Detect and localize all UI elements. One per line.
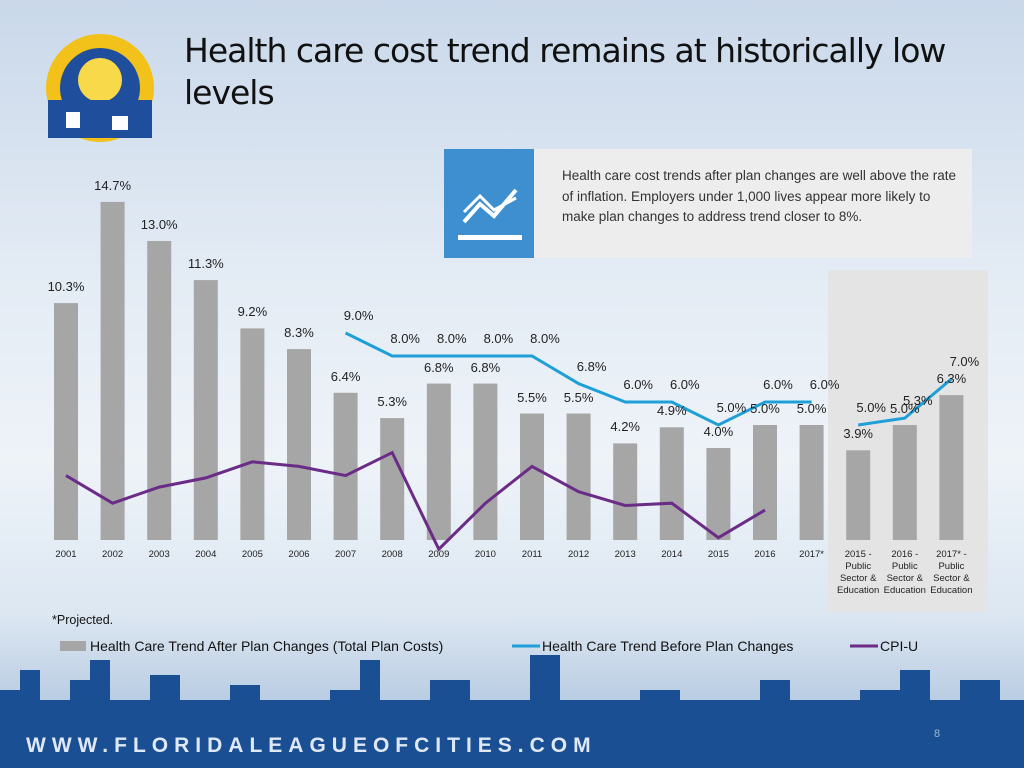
- x-tick-label: 2015: [707, 549, 729, 560]
- line-value-label: 5.0%: [716, 400, 747, 415]
- line-value-label: 7.0%: [949, 354, 980, 369]
- x-tick-label: 2005: [241, 549, 263, 560]
- line-value-label: 5.0%: [856, 400, 886, 415]
- page-number: 8: [934, 728, 941, 740]
- bar-value-label: 4.2%: [610, 419, 640, 435]
- bar-value-label: 10.3%: [47, 279, 85, 295]
- bar: [566, 413, 591, 540]
- bar: [659, 427, 684, 540]
- bar-value-label: 13.0%: [140, 217, 178, 232]
- line-value-label: 8.0%: [390, 331, 420, 346]
- title: Health care cost trend remains at histor…: [184, 31, 946, 112]
- bar-value-label: 6.8%: [470, 359, 501, 375]
- bar-value-label: 11.3%: [187, 256, 224, 272]
- x-tick-label: 2015 - Public Sector & Education: [837, 549, 880, 596]
- x-tick-label: 2012: [568, 549, 590, 560]
- bar-value-label: 8.3%: [284, 325, 314, 341]
- bar-value-label: 6.4%: [330, 368, 361, 384]
- bar: [753, 425, 777, 540]
- bar: [287, 349, 311, 540]
- bar: [473, 383, 498, 540]
- x-tick-label: 2014: [661, 549, 683, 560]
- bar-value-label: 5.0%: [889, 401, 920, 416]
- icon: [462, 193, 517, 214]
- x-tick-label: 2009: [428, 549, 450, 560]
- footnote: *Projected.: [52, 613, 114, 627]
- bar: [240, 328, 265, 540]
- bar: [333, 392, 358, 540]
- logo: [46, 34, 154, 142]
- x-tick-label: 2002: [102, 549, 124, 560]
- skyline: [0, 655, 1024, 768]
- line-value-label: 6.0%: [763, 377, 793, 392]
- x-tick-label: 2003: [148, 549, 170, 560]
- bar: [426, 383, 451, 540]
- x-tick-label: 2010: [474, 549, 496, 560]
- x-tick-label: 2016 - Public Sector & Education: [883, 549, 926, 596]
- bar-value-label: 5.0%: [796, 401, 827, 416]
- x-tick-label: 2016: [754, 549, 776, 560]
- line: [857, 377, 953, 427]
- legend-label: Health Care Trend After Plan Changes (To…: [90, 638, 444, 654]
- x-tick-label: 2011: [521, 549, 543, 560]
- x-tick-label: 2013: [614, 549, 636, 560]
- bar: [380, 418, 405, 540]
- bar-value-label: 5.5%: [517, 389, 547, 405]
- x-tick-label: 2017* - Public Sector & Education: [930, 549, 973, 596]
- line-value-label: 6.0%: [809, 377, 840, 392]
- x-tick-label: 2007: [335, 549, 357, 560]
- line-value-label: 6.8%: [576, 358, 607, 374]
- bar: [147, 241, 172, 540]
- line-value-label: 5.3%: [902, 393, 933, 409]
- line-value-label: 8.0%: [436, 331, 467, 346]
- bar-value-label: 9.2%: [237, 304, 268, 320]
- bar-value-label: 5.0%: [750, 401, 780, 416]
- line-value-label: 6.0%: [623, 377, 653, 392]
- legend-label: CPI-U: [880, 638, 919, 654]
- bar: [520, 413, 544, 540]
- bar-value-label: 4.9%: [656, 403, 687, 419]
- bar-value-label: 3.9%: [843, 426, 873, 442]
- bar-value-label: 6.3%: [936, 371, 967, 387]
- bar: [939, 395, 964, 540]
- line-value-label: 9.0%: [343, 308, 374, 323]
- legend-swatch: [60, 641, 86, 651]
- footer-url: WWW.FLORIDALEAGUEOFCITIES.COM: [26, 734, 597, 757]
- bar: [799, 425, 824, 540]
- line-value-label: 8.0%: [483, 331, 514, 346]
- x-tick-label: 2008: [381, 549, 403, 560]
- bar: [54, 303, 78, 540]
- x-tick-label: 2017*: [799, 549, 825, 560]
- icon: [458, 235, 522, 240]
- line: [65, 450, 766, 552]
- bar-value-label: 6.8%: [423, 359, 454, 375]
- x-tick-label: 2006: [288, 549, 310, 560]
- bar-value-label: 5.5%: [563, 389, 594, 405]
- bar-value-label: 14.7%: [94, 177, 132, 193]
- line: [344, 331, 812, 427]
- bar: [846, 450, 871, 540]
- bar: [892, 425, 917, 540]
- callout-text: Health care cost trends after plan chang…: [562, 168, 956, 224]
- bar: [193, 280, 218, 540]
- bar: [100, 201, 125, 540]
- line-value-label: 8.0%: [530, 331, 560, 346]
- bar-value-label: 4.0%: [703, 424, 734, 439]
- bar-value-label: 5.3%: [377, 394, 407, 410]
- bar: [613, 443, 638, 540]
- bar: [706, 448, 731, 540]
- x-tick-label: 2004: [195, 549, 217, 560]
- legend-label: Health Care Trend Before Plan Changes: [542, 638, 794, 654]
- line-value-label: 6.0%: [669, 377, 700, 392]
- x-tick-label: 2001: [55, 549, 77, 560]
